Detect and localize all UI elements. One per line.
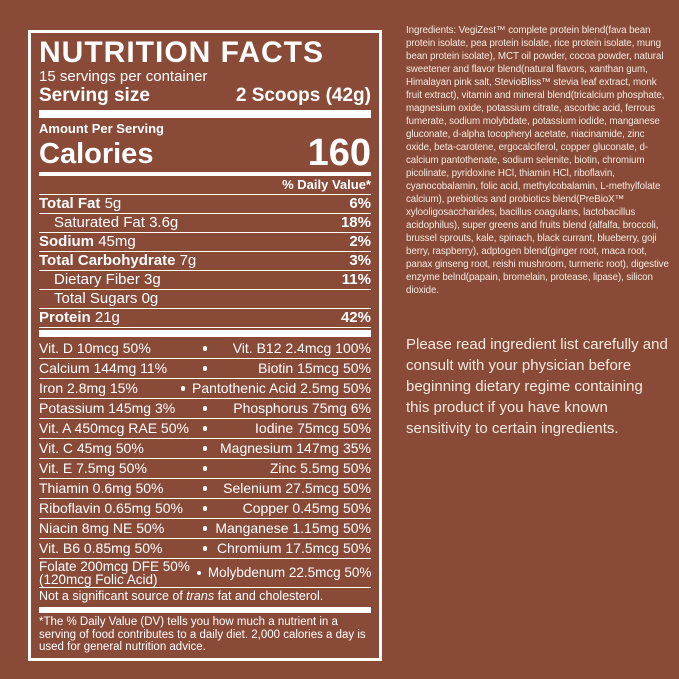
- bullet-dot-icon: [202, 366, 208, 371]
- servings-per-container: 15 servings per container: [39, 68, 208, 85]
- micronutrient-left: Vit. D 10mcg 50%: [39, 340, 151, 356]
- micronutrient-right: Iodine 75mcg 50%: [255, 420, 371, 436]
- micronutrient-right: Molybdenum 22.5mcg 50%: [207, 565, 372, 581]
- serving-size-row: Serving size 2 Scoops (42g): [39, 85, 371, 107]
- nutrient-name: Saturated Fat: [54, 214, 145, 231]
- bullet-dot-icon: [202, 466, 208, 471]
- bullet-dot-icon: [202, 446, 208, 451]
- bullet-dot-icon: [202, 426, 208, 431]
- micronutrient-left: Vit. C 45mg 50%: [39, 440, 144, 456]
- nutrient-dv: 18%: [340, 214, 371, 231]
- trans-fat-note: Not a significant source of trans fat an…: [39, 589, 324, 603]
- bullet-dot-icon: [202, 346, 208, 351]
- micronutrient-right: Pantothenic Acid 2.5mg 50%: [191, 380, 371, 396]
- daily-value-footnote: *The % Daily Value (DV) tells you how mu…: [39, 616, 366, 653]
- nutrient-amount: 21g: [94, 309, 120, 326]
- panel-title: NUTRITION FACTS: [39, 36, 324, 69]
- bullet-dot-icon: [180, 386, 186, 391]
- nutrient-amount: 7g: [179, 252, 197, 269]
- nutrient-row-total-sugars: Total Sugars 0g: [39, 290, 371, 309]
- micronutrient-right: Selenium 27.5mcg 50%: [223, 480, 371, 496]
- serving-size-value: 2 Scoops (42g): [235, 85, 371, 106]
- micronutrient-right: Vit. B12 2.4mcg 100%: [232, 340, 371, 356]
- bullet-dot-icon: [202, 506, 208, 511]
- nutrient-row-saturated-fat: Saturated Fat 3.6g 18%: [39, 214, 371, 233]
- calories-value: 160: [307, 132, 371, 174]
- micronutrient-left: Vit. B6 0.85mg 50%: [39, 540, 163, 556]
- advisory-paragraph: Please read ingredient list carefully an…: [406, 336, 668, 437]
- folate-line1: Folate 200mcg DFE 50%: [39, 558, 190, 574]
- nutrient-dv: 42%: [340, 309, 371, 326]
- amount-per-serving-label: Amount Per Serving: [39, 121, 164, 136]
- micronutrient-row: Riboflavin 0.65mg 50% Copper 0.45mg 50%: [39, 499, 371, 519]
- nutrient-name: Total Carbohydrate: [39, 252, 176, 269]
- micronutrient-row-folate: Folate 200mcg DFE 50% (120mcg Folic Acid…: [39, 559, 371, 588]
- nutrient-row-total-fat: Total Fat 5g 6%: [39, 195, 371, 214]
- micronutrient-row: Vit. C 45mg 50% Magnesium 147mg 35%: [39, 439, 371, 459]
- bullet-dot-icon: [202, 526, 208, 531]
- nutrient-row-protein: Protein 21g 42%: [39, 309, 371, 328]
- nutrition-facts-panel: NUTRITION FACTS 15 servings per containe…: [28, 30, 382, 661]
- micronutrient-left: Niacin 8mg NE 50%: [39, 520, 165, 536]
- micronutrient-left: Potassium 145mg 3%: [39, 400, 176, 416]
- nutrient-amount: 45mg: [98, 233, 136, 250]
- daily-value-header: % Daily Value*: [39, 178, 371, 195]
- micronutrient-row: Vit. A 450mcg RAE 50% Iodine 75mcg 50%: [39, 419, 371, 439]
- micronutrient-right: Phosphorus 75mg 6%: [233, 400, 371, 416]
- micronutrient-row: Vit. B6 0.85mg 50% Chromium 17.5mcg 50%: [39, 539, 371, 559]
- micronutrient-right: Zinc 5.5mg 50%: [269, 460, 371, 476]
- nutrient-row-sodium: Sodium 45mg 2%: [39, 233, 371, 252]
- micronutrient-row: Iron 2.8mg 15% Pantothenic Acid 2.5mg 50…: [39, 379, 371, 399]
- micronutrient-left: Thiamin 0.6mg 50%: [39, 480, 164, 496]
- divider-bar-thick: [39, 110, 371, 118]
- nutrient-amount: 5g: [104, 195, 122, 212]
- ingredients-paragraph: Ingredients: VegiZest™ complete protein …: [406, 25, 669, 296]
- calories-row: Calories 160: [39, 132, 371, 174]
- nutrient-amount: 3.6g: [149, 214, 179, 231]
- bullet-dot-icon: [202, 406, 208, 411]
- serving-size-label: Serving size: [39, 85, 150, 106]
- micronutrient-left: Calcium 144mg 11%: [39, 360, 168, 376]
- micronutrient-right: Copper 0.45mg 50%: [242, 500, 371, 516]
- micronutrient-left: Vit. A 450mcg RAE 50%: [39, 420, 189, 436]
- micronutrient-row: Niacin 8mg NE 50% Manganese 1.15mg 50%: [39, 519, 371, 539]
- nutrient-name: Dietary Fiber: [54, 271, 140, 288]
- folate-line2: (120mcg Folic Acid): [39, 572, 158, 587]
- micronutrient-left: Iron 2.8mg 15%: [39, 380, 138, 396]
- nutrient-amount: 3g: [144, 271, 161, 288]
- nutrient-dv: 11%: [341, 271, 371, 288]
- micronutrient-row: Potassium 145mg 3% Phosphorus 75mg 6%: [39, 399, 371, 419]
- nutrient-name: Sodium: [39, 233, 94, 250]
- micronutrient-right: Chromium 17.5mcg 50%: [216, 540, 371, 556]
- nutrient-name: Protein: [39, 309, 91, 326]
- nutrient-name: Total Fat: [39, 195, 101, 212]
- micronutrient-right: Biotin 15mcg 50%: [258, 360, 371, 376]
- calories-label: Calories: [39, 138, 154, 170]
- divider-bar-medium: [39, 172, 371, 176]
- micronutrient-row: Vit. E 7.5mg 50% Zinc 5.5mg 50%: [39, 459, 371, 479]
- divider-bar-thick: [39, 330, 371, 337]
- nutrient-name: Total Sugars: [54, 290, 138, 307]
- nutrient-dv: 3%: [349, 252, 371, 269]
- nutrient-dv: 2%: [349, 233, 371, 250]
- nutrient-row-total-carbohydrate: Total Carbohydrate 7g 3%: [39, 252, 371, 271]
- micronutrient-right: Magnesium 147mg 35%: [220, 440, 371, 456]
- bullet-dot-icon: [196, 570, 202, 576]
- nutrient-row-dietary-fiber: Dietary Fiber 3g 11%: [39, 271, 371, 290]
- micronutrient-left: Vit. E 7.5mg 50%: [39, 460, 147, 476]
- micronutrient-left: Riboflavin 0.65mg 50%: [39, 500, 183, 516]
- micronutrient-row: Thiamin 0.6mg 50% Selenium 27.5mcg 50%: [39, 479, 371, 499]
- micronutrient-row: Vit. D 10mcg 50% Vit. B12 2.4mcg 100%: [39, 339, 371, 359]
- micronutrient-row: Calcium 144mg 11% Biotin 15mcg 50%: [39, 359, 371, 379]
- divider-bar-thick: [39, 607, 371, 613]
- micronutrient-right: Manganese 1.15mg 50%: [215, 520, 371, 536]
- nutrient-dv: 6%: [349, 195, 371, 212]
- nutrient-amount: 0g: [141, 290, 159, 307]
- bullet-dot-icon: [202, 486, 208, 491]
- bullet-dot-icon: [202, 546, 208, 551]
